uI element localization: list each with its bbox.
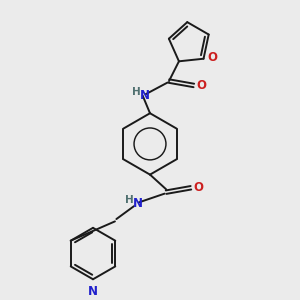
Text: O: O: [197, 79, 207, 92]
Text: N: N: [88, 284, 98, 298]
Text: O: O: [207, 51, 217, 64]
Text: N: N: [140, 89, 150, 102]
Text: H: H: [124, 195, 133, 205]
Text: H: H: [132, 87, 141, 97]
Text: N: N: [133, 197, 143, 210]
Text: O: O: [194, 181, 204, 194]
